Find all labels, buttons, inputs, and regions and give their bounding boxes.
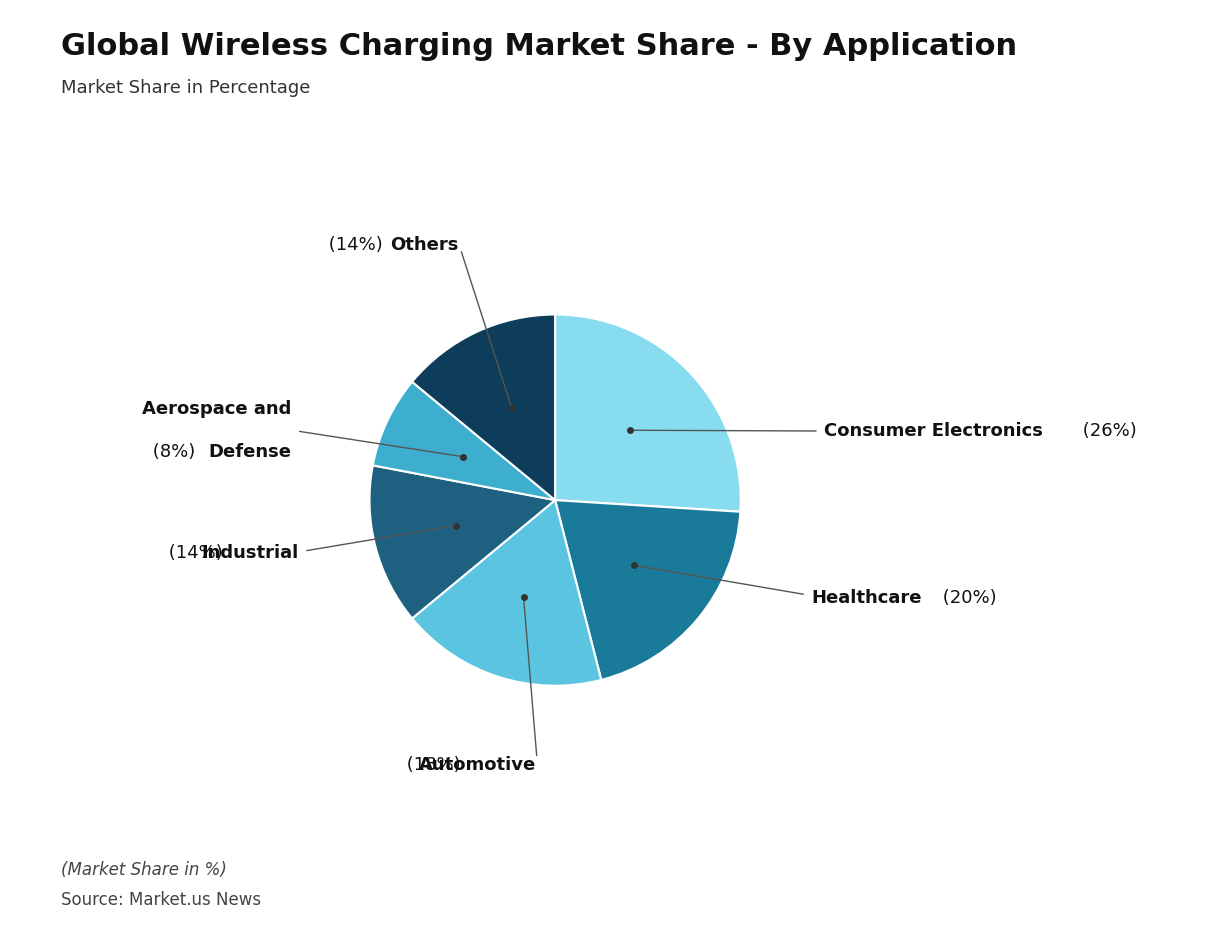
- Wedge shape: [370, 466, 555, 618]
- Text: Global Wireless Charging Market Share - By Application: Global Wireless Charging Market Share - …: [61, 32, 1017, 61]
- Text: Healthcare: Healthcare: [811, 588, 922, 606]
- Text: Market Share in Percentage: Market Share in Percentage: [61, 79, 310, 96]
- Text: (8%): (8%): [146, 442, 195, 461]
- Text: Automotive: Automotive: [420, 755, 537, 773]
- Text: Aerospace and: Aerospace and: [143, 400, 292, 418]
- Wedge shape: [555, 501, 741, 680]
- Text: Others: Others: [390, 235, 459, 254]
- Text: Source: Market.us News: Source: Market.us News: [61, 890, 261, 908]
- Text: Consumer Electronics: Consumer Electronics: [825, 421, 1043, 439]
- Text: Defense: Defense: [209, 442, 292, 461]
- Text: (14%): (14%): [323, 235, 383, 254]
- Wedge shape: [412, 315, 555, 501]
- Text: (18%): (18%): [401, 755, 461, 773]
- Text: (14%): (14%): [163, 543, 223, 562]
- Text: Industrial: Industrial: [201, 543, 299, 562]
- Text: (20%): (20%): [937, 588, 997, 606]
- Text: (Market Share in %): (Market Share in %): [61, 860, 227, 878]
- Wedge shape: [412, 501, 601, 686]
- Wedge shape: [555, 315, 741, 513]
- Wedge shape: [373, 383, 555, 501]
- Text: (26%): (26%): [1076, 421, 1136, 439]
